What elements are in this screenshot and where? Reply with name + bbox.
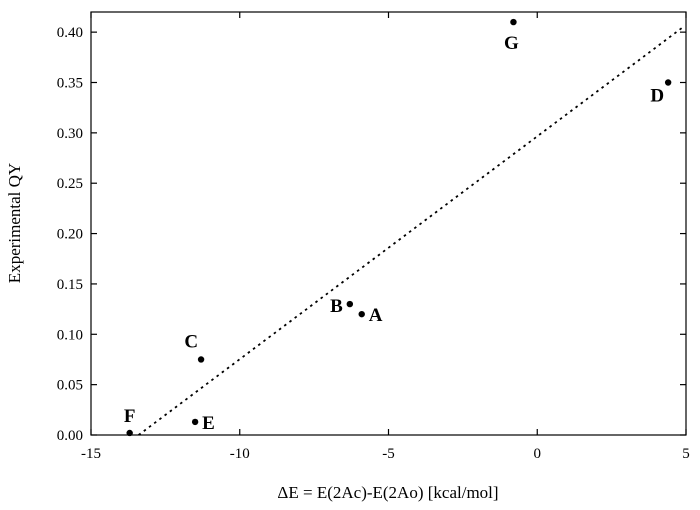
data-point-c <box>197 356 205 363</box>
point-label-b: B <box>330 296 343 317</box>
x-tick-label: -15 <box>81 446 101 462</box>
y-tick-label: 0.10 <box>57 327 83 343</box>
y-tick-label: 0.05 <box>57 378 83 394</box>
data-points: A B C D E F G <box>124 18 672 437</box>
y-tick-label: 0.40 <box>57 25 83 41</box>
plot-area <box>90 11 687 436</box>
point-label-e: E <box>202 413 215 434</box>
x-tick-label: -5 <box>382 446 395 462</box>
data-point-d <box>664 79 672 86</box>
y-tick-label: 0.00 <box>57 428 83 444</box>
y-axis: 0.00 0.05 0.10 0.15 0.20 0.25 0.30 0.35 0.40 <box>57 25 686 444</box>
fit-line <box>138 26 684 435</box>
y-axis-label: Experimental QY <box>5 163 24 283</box>
fit-line-layer <box>138 26 684 435</box>
point-label-a: A <box>369 305 383 326</box>
x-axis-label: ΔE = E(2Ac)-E(2Ao) [kcal/mol] <box>277 483 498 502</box>
data-point-e <box>191 418 199 426</box>
point-label-g: G <box>504 33 519 54</box>
x-axis: -15 -10 -5 0 5 <box>81 12 690 462</box>
x-tick-label: 0 <box>534 446 542 462</box>
x-tick-label: 5 <box>682 446 690 462</box>
y-tick-label: 0.25 <box>57 176 83 192</box>
y-tick-label: 0.20 <box>57 227 83 243</box>
y-tick-label: 0.35 <box>57 76 83 92</box>
x-tick-label: -10 <box>230 446 250 462</box>
plot-frame <box>90 11 687 436</box>
data-point-a <box>358 310 365 318</box>
data-point-b <box>346 300 354 308</box>
point-label-d: D <box>650 86 664 107</box>
data-point-f <box>126 429 133 437</box>
y-tick-label: 0.15 <box>57 277 83 293</box>
data-point-g <box>510 18 517 26</box>
point-label-c: C <box>184 331 198 352</box>
point-label-f: F <box>124 406 136 427</box>
y-tick-label: 0.30 <box>57 126 83 142</box>
